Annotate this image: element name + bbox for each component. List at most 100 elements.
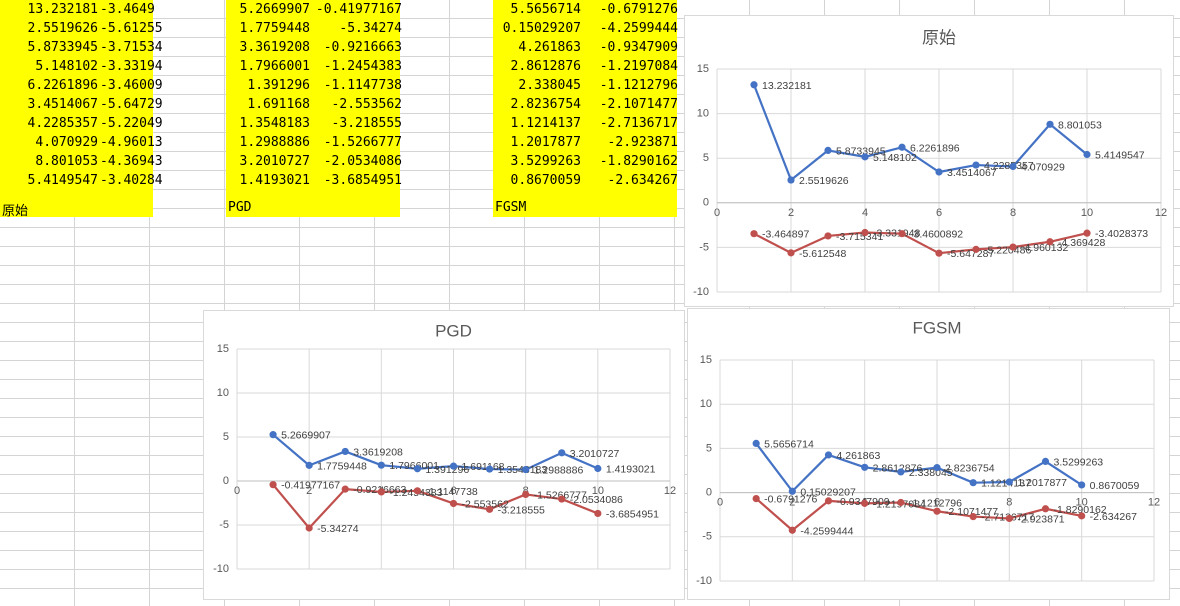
sheet-cell[interactable]: 1.7966001: [239, 59, 310, 74]
sheet-cell[interactable]: 4.261863: [518, 40, 581, 55]
sheet-cell[interactable]: 6.2261896: [27, 78, 98, 93]
data-label: -0.41977167: [281, 480, 340, 492]
chart-original[interactable]: 原始 15 10 5 0 -5 -10 0 2 4 6 8 10 12 13.232181 2.5519626…: [684, 15, 1174, 307]
data-point: [558, 495, 566, 503]
sheet-cell[interactable]: -1.2454383: [323, 59, 402, 74]
sheet-row: 3.4514067 -5.64729: [4, 95, 163, 114]
sheet-cell[interactable]: -3.40284: [100, 173, 163, 188]
sheet-row: 2.8612876 -1.2197084: [497, 57, 678, 76]
sheet-cell[interactable]: -5.34274: [339, 21, 402, 36]
sheet-cell[interactable]: -2.553562: [331, 97, 402, 112]
sheet-cell[interactable]: -3.218555: [331, 116, 402, 131]
sheet-cell[interactable]: 8.801053: [35, 154, 98, 169]
sheet-cell[interactable]: 1.2988886: [239, 135, 310, 150]
data-label: -3.4600892: [910, 229, 963, 241]
data-label: 5.2669907: [281, 430, 331, 442]
sheet-cell[interactable]: 5.5656714: [510, 2, 581, 17]
sheet-cell[interactable]: -4.36943: [100, 154, 163, 169]
y-tick-label: 10: [217, 387, 229, 399]
sheet-cell[interactable]: 0.8670059: [510, 173, 581, 188]
sheet-cell[interactable]: -2.634267: [607, 173, 678, 188]
sheet-cell[interactable]: 2.5519626: [27, 21, 98, 36]
sheet-cell[interactable]: -5.64729: [100, 97, 163, 112]
data-point: [1009, 243, 1017, 251]
sheet-cell[interactable]: 5.2669907: [239, 2, 310, 17]
sheet-cell[interactable]: -5.22049: [100, 116, 163, 131]
sheet-cell[interactable]: 5.8733945: [27, 40, 98, 55]
chart-pgd-svg: PGD151050-5-100246810125.26699071.775944…: [213, 321, 676, 574]
data-label: -2.553562: [462, 498, 509, 510]
sheet-cell[interactable]: 1.7759448: [239, 21, 310, 36]
sheet-cell[interactable]: -0.9347909: [599, 40, 678, 55]
sheet-cell[interactable]: 1.1214137: [510, 116, 581, 131]
sheet-cell[interactable]: -5.61255: [100, 21, 163, 36]
sheet-cell[interactable]: 2.8612876: [510, 59, 581, 74]
data-point: [972, 161, 980, 169]
x-tick-label: 0: [714, 207, 720, 219]
sheet-cell[interactable]: -1.2197084: [599, 59, 678, 74]
y-tick-label: 15: [700, 354, 712, 366]
data-point: [1005, 478, 1013, 486]
sheet-cell[interactable]: -2.923871: [607, 135, 678, 150]
sheet-row: 1.7966001 -1.2454383: [230, 57, 402, 76]
sheet-cell[interactable]: -2.0534086: [323, 154, 402, 169]
sheet-cell[interactable]: 3.2010727: [239, 154, 310, 169]
data-point: [1078, 512, 1086, 520]
sheet-cell[interactable]: 1.2017877: [510, 135, 581, 150]
sheet-cell[interactable]: 5.4149547: [27, 173, 98, 188]
sheet-cell[interactable]: 1.4193021: [239, 173, 310, 188]
series-line-1: [752, 84, 1088, 182]
chart-fgsm[interactable]: FGSM151050-5-100246810125.56567140.15029…: [687, 308, 1170, 600]
sheet-cell[interactable]: -1.5266777: [323, 135, 402, 150]
sheet-cell[interactable]: -3.4649: [100, 2, 155, 17]
sheet-cell[interactable]: 1.691168: [247, 97, 310, 112]
sheet-cell[interactable]: 1.391296: [247, 78, 310, 93]
sheet-cell[interactable]: -3.71534: [100, 40, 163, 55]
sheet-label-original: 原始: [2, 204, 29, 219]
sheet-cell[interactable]: -4.96013: [100, 135, 163, 150]
y-tick-label: 5: [703, 152, 709, 164]
x-tick-label: 2: [788, 207, 794, 219]
sheet-cell[interactable]: -3.46009: [100, 78, 163, 93]
sheet-cell[interactable]: 1.3548183: [239, 116, 310, 131]
sheet-block-pgd: PGD 5.2669907 -0.41977167 1.7759448 -5.3427…: [226, 0, 402, 217]
sheet-cell[interactable]: -0.6791276: [599, 2, 678, 17]
data-label: -1.1147738: [425, 486, 478, 498]
sheet-cell[interactable]: -3.33194: [100, 59, 163, 74]
series-line-1: [755, 442, 1083, 493]
data-label: -3.4028373: [1095, 228, 1148, 240]
x-tick-label: 4: [862, 207, 868, 219]
sheet-cell[interactable]: -1.1212796: [599, 78, 678, 93]
y-tick-label: -5: [219, 519, 229, 531]
data-point: [824, 451, 833, 459]
sheet-cell[interactable]: 2.8236754: [510, 97, 581, 112]
data-point: [861, 153, 869, 161]
sheet-row: 8.801053 -4.36943: [4, 152, 163, 171]
sheet-cell[interactable]: 5.148102: [35, 59, 98, 74]
sheet-cell[interactable]: 2.338045: [518, 78, 581, 93]
x-tick-label: 2: [306, 485, 312, 497]
data-label: 1.2988886: [534, 465, 584, 477]
sheet-cell[interactable]: 3.4514067: [27, 97, 98, 112]
sheet-cell[interactable]: -2.1071477: [599, 97, 678, 112]
x-tick-label: 10: [1076, 497, 1088, 509]
sheet-cell[interactable]: -4.2599444: [599, 21, 678, 36]
x-tick-label: 6: [936, 207, 942, 219]
sheet-cell[interactable]: -1.8290162: [599, 154, 678, 169]
chart-pgd[interactable]: PGD151050-5-100246810125.26699071.775944…: [203, 310, 685, 600]
sheet-cell[interactable]: 3.5299263: [510, 154, 581, 169]
sheet-label-fgsm: FGSM: [495, 200, 527, 215]
sheet-cell[interactable]: -2.7136717: [599, 116, 678, 131]
sheet-cell[interactable]: 13.232181: [27, 2, 98, 17]
data-label: -1.1212796: [909, 498, 962, 510]
sheet-cell[interactable]: -0.9216663: [323, 40, 402, 55]
data-label: -0.6791276: [764, 494, 817, 506]
sheet-cell[interactable]: -0.41977167: [315, 2, 402, 17]
sheet-cell[interactable]: 4.2285357: [27, 116, 98, 131]
sheet-cell[interactable]: 3.3619208: [239, 40, 310, 55]
sheet-cell[interactable]: -3.6854951: [323, 173, 402, 188]
sheet-cell[interactable]: -1.1147738: [323, 78, 402, 93]
sheet-cell[interactable]: 0.15029207: [502, 21, 581, 36]
sheet-cell[interactable]: 4.070929: [35, 135, 98, 150]
data-point: [1083, 229, 1091, 237]
